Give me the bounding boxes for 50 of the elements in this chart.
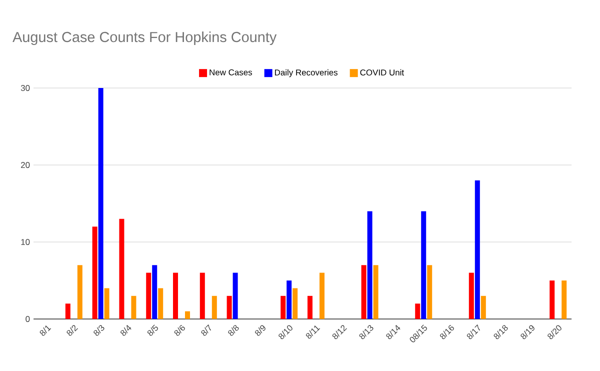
bar — [92, 226, 98, 319]
bar — [280, 296, 286, 319]
x-tick-label: 8/9 — [255, 325, 266, 336]
bar — [98, 88, 104, 319]
bar — [562, 280, 567, 319]
bar — [185, 311, 190, 319]
bar — [158, 288, 164, 319]
y-tick-label: 0 — [26, 316, 30, 322]
chart-title: August Case Counts For Hopkins County — [12, 32, 277, 45]
bar — [152, 265, 158, 319]
x-tick-label: 8/2 — [66, 325, 78, 336]
bar — [373, 265, 378, 319]
bar — [308, 296, 313, 319]
bar — [480, 296, 486, 319]
bar — [77, 265, 82, 319]
bar — [468, 272, 474, 319]
bar — [415, 304, 420, 319]
legend-label: New Cases — [210, 69, 252, 76]
bar — [232, 272, 238, 319]
bar — [119, 218, 124, 319]
y-tick-label: 10 — [21, 239, 30, 245]
bar — [367, 211, 372, 319]
x-tick-label: 8/11 — [306, 325, 320, 339]
bar — [212, 296, 217, 319]
bar — [292, 288, 298, 319]
bar — [226, 296, 232, 319]
bar — [146, 272, 152, 319]
x-tick-label: 8/5 — [147, 324, 158, 336]
y-tick-label: 30 — [20, 85, 30, 91]
bar — [421, 211, 426, 319]
bar — [131, 296, 136, 319]
legend-label: Daily Recoveries — [275, 69, 338, 78]
bar — [200, 272, 205, 319]
x-tick-label: 8/4 — [120, 324, 132, 336]
x-tick-label: 8/7 — [201, 324, 212, 336]
x-tick-label: 8/8 — [228, 325, 239, 336]
y-tick-label: 20 — [21, 162, 30, 168]
x-tick-label: 8/1 — [40, 325, 52, 336]
bar — [286, 280, 292, 319]
bar — [361, 265, 366, 319]
bar — [427, 265, 432, 319]
bar — [104, 288, 110, 319]
x-tick-label: 8/3 — [94, 325, 104, 336]
bar — [550, 280, 555, 319]
bar — [320, 272, 325, 319]
legend-label: COVID Unit — [360, 69, 404, 76]
x-tick-label: 8/6 — [174, 325, 185, 336]
bar — [173, 272, 178, 319]
bar — [65, 304, 70, 319]
bar — [474, 180, 480, 319]
